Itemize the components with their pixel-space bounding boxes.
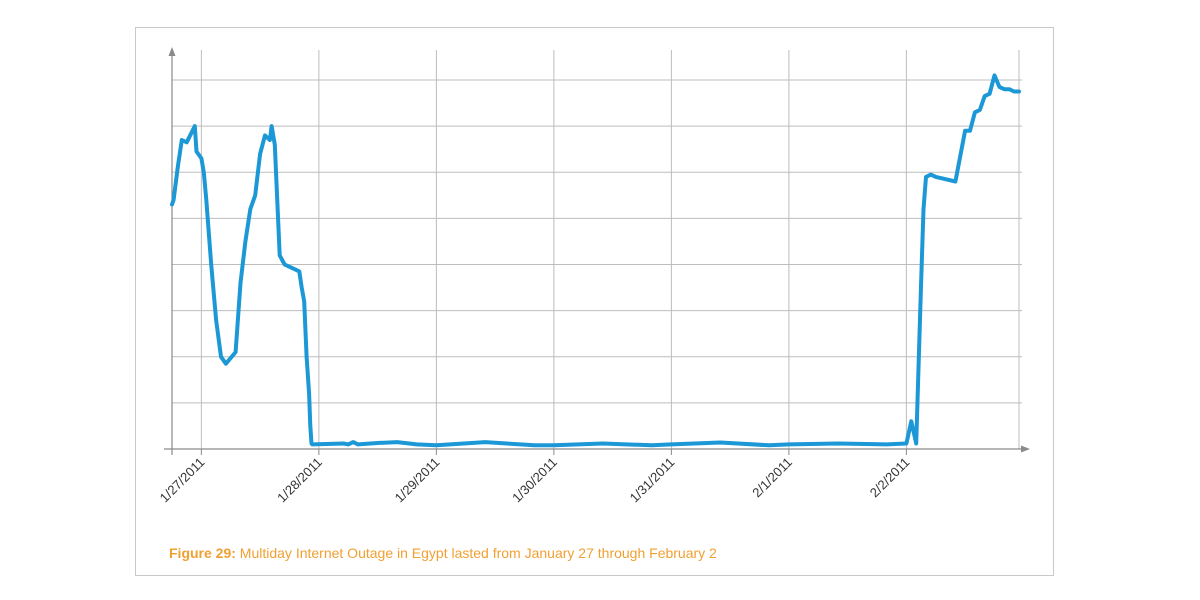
x-tick-label: 1/28/2011: [274, 455, 325, 506]
x-tick-label: 1/29/2011: [392, 455, 443, 506]
caption-text: Multiday Internet Outage in Egypt lasted…: [235, 545, 717, 561]
grid-lines: [172, 50, 1022, 449]
x-tick-label: 1/31/2011: [627, 455, 678, 506]
y-axis-arrow: [168, 47, 176, 56]
caption-lead: Figure 29:: [169, 545, 236, 561]
x-tick-label: 1/27/2011: [157, 455, 208, 506]
x-axis-ticks: 1/27/2011 1/28/2011 1/29/2011 1/30/2011 1/31…: [157, 449, 913, 505]
axes: [164, 47, 1030, 455]
figure-frame: [135, 27, 1054, 576]
series-line: [170, 73, 1021, 448]
x-axis-arrow: [1021, 445, 1030, 453]
x-tick-label: 1/30/2011: [509, 455, 560, 506]
x-tick-label: 2/2/2011: [867, 455, 913, 501]
x-tick-label: 2/1/2011: [749, 455, 795, 501]
figure-caption: Figure 29: Multiday Internet Outage in E…: [169, 545, 717, 561]
